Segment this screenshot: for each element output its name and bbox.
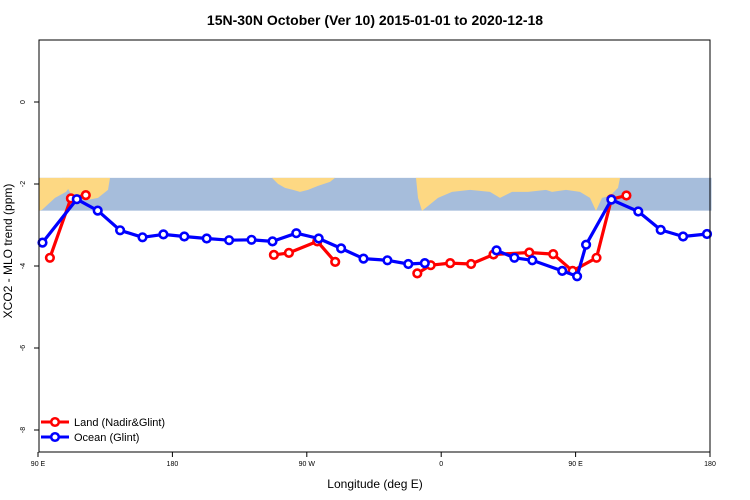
series-ocean-point-2	[92, 205, 103, 216]
x-tick-label-3: 0	[439, 461, 443, 468]
map-land-3	[272, 177, 335, 192]
x-tick-label-0: 90 E	[31, 461, 46, 468]
series-land-point-13	[548, 249, 559, 260]
series-ocean-point-28	[701, 228, 713, 240]
y-tick-label-0: 0	[20, 100, 27, 104]
series-ocean-point-19	[509, 252, 520, 263]
map-land-1	[38, 177, 72, 211]
map-land-5	[530, 177, 620, 211]
series-land-point-10	[466, 258, 477, 270]
series-land-point-17	[621, 190, 632, 201]
series-ocean-point-8	[224, 235, 235, 246]
series-ocean-point-1	[71, 194, 82, 205]
series-land-point-7	[412, 268, 423, 279]
map-land-4	[416, 177, 560, 211]
series-ocean-point-17	[419, 258, 430, 269]
series-land-point-6	[330, 256, 341, 268]
series-ocean-point-16	[403, 258, 414, 270]
series-layer	[37, 190, 713, 282]
series-ocean-point-27	[677, 231, 689, 242]
series-land-point-12	[524, 247, 535, 258]
x-tick-label-5: 180	[704, 461, 716, 468]
series-ocean-point-10	[267, 236, 278, 247]
series-land-point-0	[44, 252, 56, 263]
series-ocean-point-24	[606, 194, 617, 205]
y-tick-label-1: -2	[20, 181, 27, 187]
series-ocean-point-12	[313, 233, 324, 244]
series-ocean-point-7	[201, 233, 212, 244]
series-ocean-point-9	[246, 234, 257, 245]
plot-frame	[38, 39, 711, 453]
legend-land-label: Land (Nadir&Glint)	[74, 417, 165, 429]
series-land-point-15	[591, 252, 602, 263]
y-tick-label-4: -8	[20, 427, 27, 433]
chart-title: 15N-30N October (Ver 10) 2015-01-01 to 2…	[207, 12, 543, 28]
x-tick-label-1: 180	[167, 461, 179, 468]
series-ocean-point-23	[580, 239, 592, 250]
x-tick-label-4: 90 E	[568, 461, 583, 468]
series-ocean-point-13	[336, 243, 347, 254]
series-ocean-point-6	[179, 231, 190, 242]
series-land-line-1	[273, 239, 337, 263]
series-ocean-point-21	[557, 265, 568, 277]
series-ocean-point-11	[291, 228, 302, 239]
legend: Land (Nadir&Glint) Ocean (Glint)	[41, 416, 165, 444]
y-axis-title: XCO2 - MLO trend (ppm)	[1, 184, 15, 319]
series-ocean-point-25	[633, 206, 644, 217]
series-ocean-point-5	[158, 229, 169, 240]
legend-ocean-marker	[49, 431, 61, 443]
legend-land-marker	[49, 416, 61, 428]
series-land-point-9	[445, 258, 456, 269]
series-land-point-4	[283, 247, 295, 258]
y-tick-label-3: -6	[20, 345, 27, 351]
series-ocean-point-14	[358, 253, 369, 264]
series-ocean-point-26	[655, 224, 666, 235]
series-ocean-point-22	[571, 271, 583, 282]
world-map-band	[38, 177, 712, 211]
series-ocean	[37, 194, 713, 282]
series-ocean-point-4	[137, 232, 148, 243]
series-ocean-point-0	[37, 237, 48, 248]
x-axis-title: Longitude (deg E)	[327, 477, 422, 491]
legend-ocean-label: Ocean (Glint)	[74, 432, 139, 444]
series-ocean-point-15	[382, 255, 393, 266]
series-ocean-point-3	[114, 225, 126, 236]
series-land-point-2	[80, 190, 91, 201]
y-tick-label-2: -4	[20, 263, 27, 269]
series-ocean-point-18	[491, 245, 502, 256]
axis-ticks: 90 E 180 90 W 0 90 E 180 0 -2 -4 -6 -8	[20, 100, 716, 468]
series-land-point-3	[268, 249, 280, 260]
series-ocean-point-20	[527, 255, 538, 266]
x-tick-label-2: 90 W	[299, 461, 316, 468]
